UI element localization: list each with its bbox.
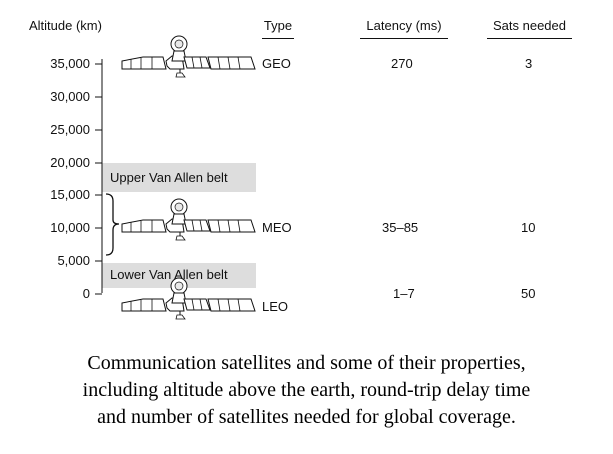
row-geo-sats: 3 (525, 56, 533, 71)
figure-caption: Communication satellites and some of the… (0, 350, 613, 431)
satellite-icon (121, 198, 256, 241)
satellite-icon (121, 35, 256, 78)
caption-line-1: Communication satellites and some of the… (87, 352, 526, 374)
lower-belt-label: Lower Van Allen belt (110, 267, 228, 282)
header-latency: Latency (ms) (360, 18, 448, 39)
axis-ticks (95, 63, 102, 295)
row-meo-sats: 10 (521, 220, 536, 235)
tick-label-20000: 20,000 (50, 155, 90, 170)
caption-line-2: including altitude above the earth, roun… (82, 379, 531, 401)
tick-label-10000: 10,000 (50, 220, 90, 235)
header-type: Type (262, 18, 294, 39)
row-geo-type: GEO (262, 56, 291, 71)
tick-label-35000: 35,000 (50, 56, 90, 71)
tick-label-0: 0 (82, 286, 90, 301)
caption-line-3: and number of satellites needed for glob… (97, 406, 516, 428)
satellite-icon (121, 277, 256, 320)
row-geo-latency: 270 (391, 56, 413, 71)
tick-label-25000: 25,000 (50, 122, 90, 137)
axis-title: Altitude (km) (29, 18, 102, 33)
row-meo-type: MEO (262, 220, 292, 235)
header-sats-needed: Sats needed (487, 18, 572, 39)
row-leo-latency: 1–7 (393, 286, 415, 301)
row-leo-type: LEO (262, 299, 289, 314)
upper-van-allen-belt: Upper Van Allen belt (102, 163, 256, 192)
row-leo-sats: 50 (521, 286, 536, 301)
row-meo-latency: 35–85 (382, 220, 419, 235)
upper-belt-label: Upper Van Allen belt (110, 170, 228, 185)
tick-label-5000: 5,000 (57, 253, 90, 268)
tick-label-30000: 30,000 (50, 89, 90, 104)
tick-label-15000: 15,000 (50, 187, 90, 202)
meo-range-brace (105, 193, 120, 256)
